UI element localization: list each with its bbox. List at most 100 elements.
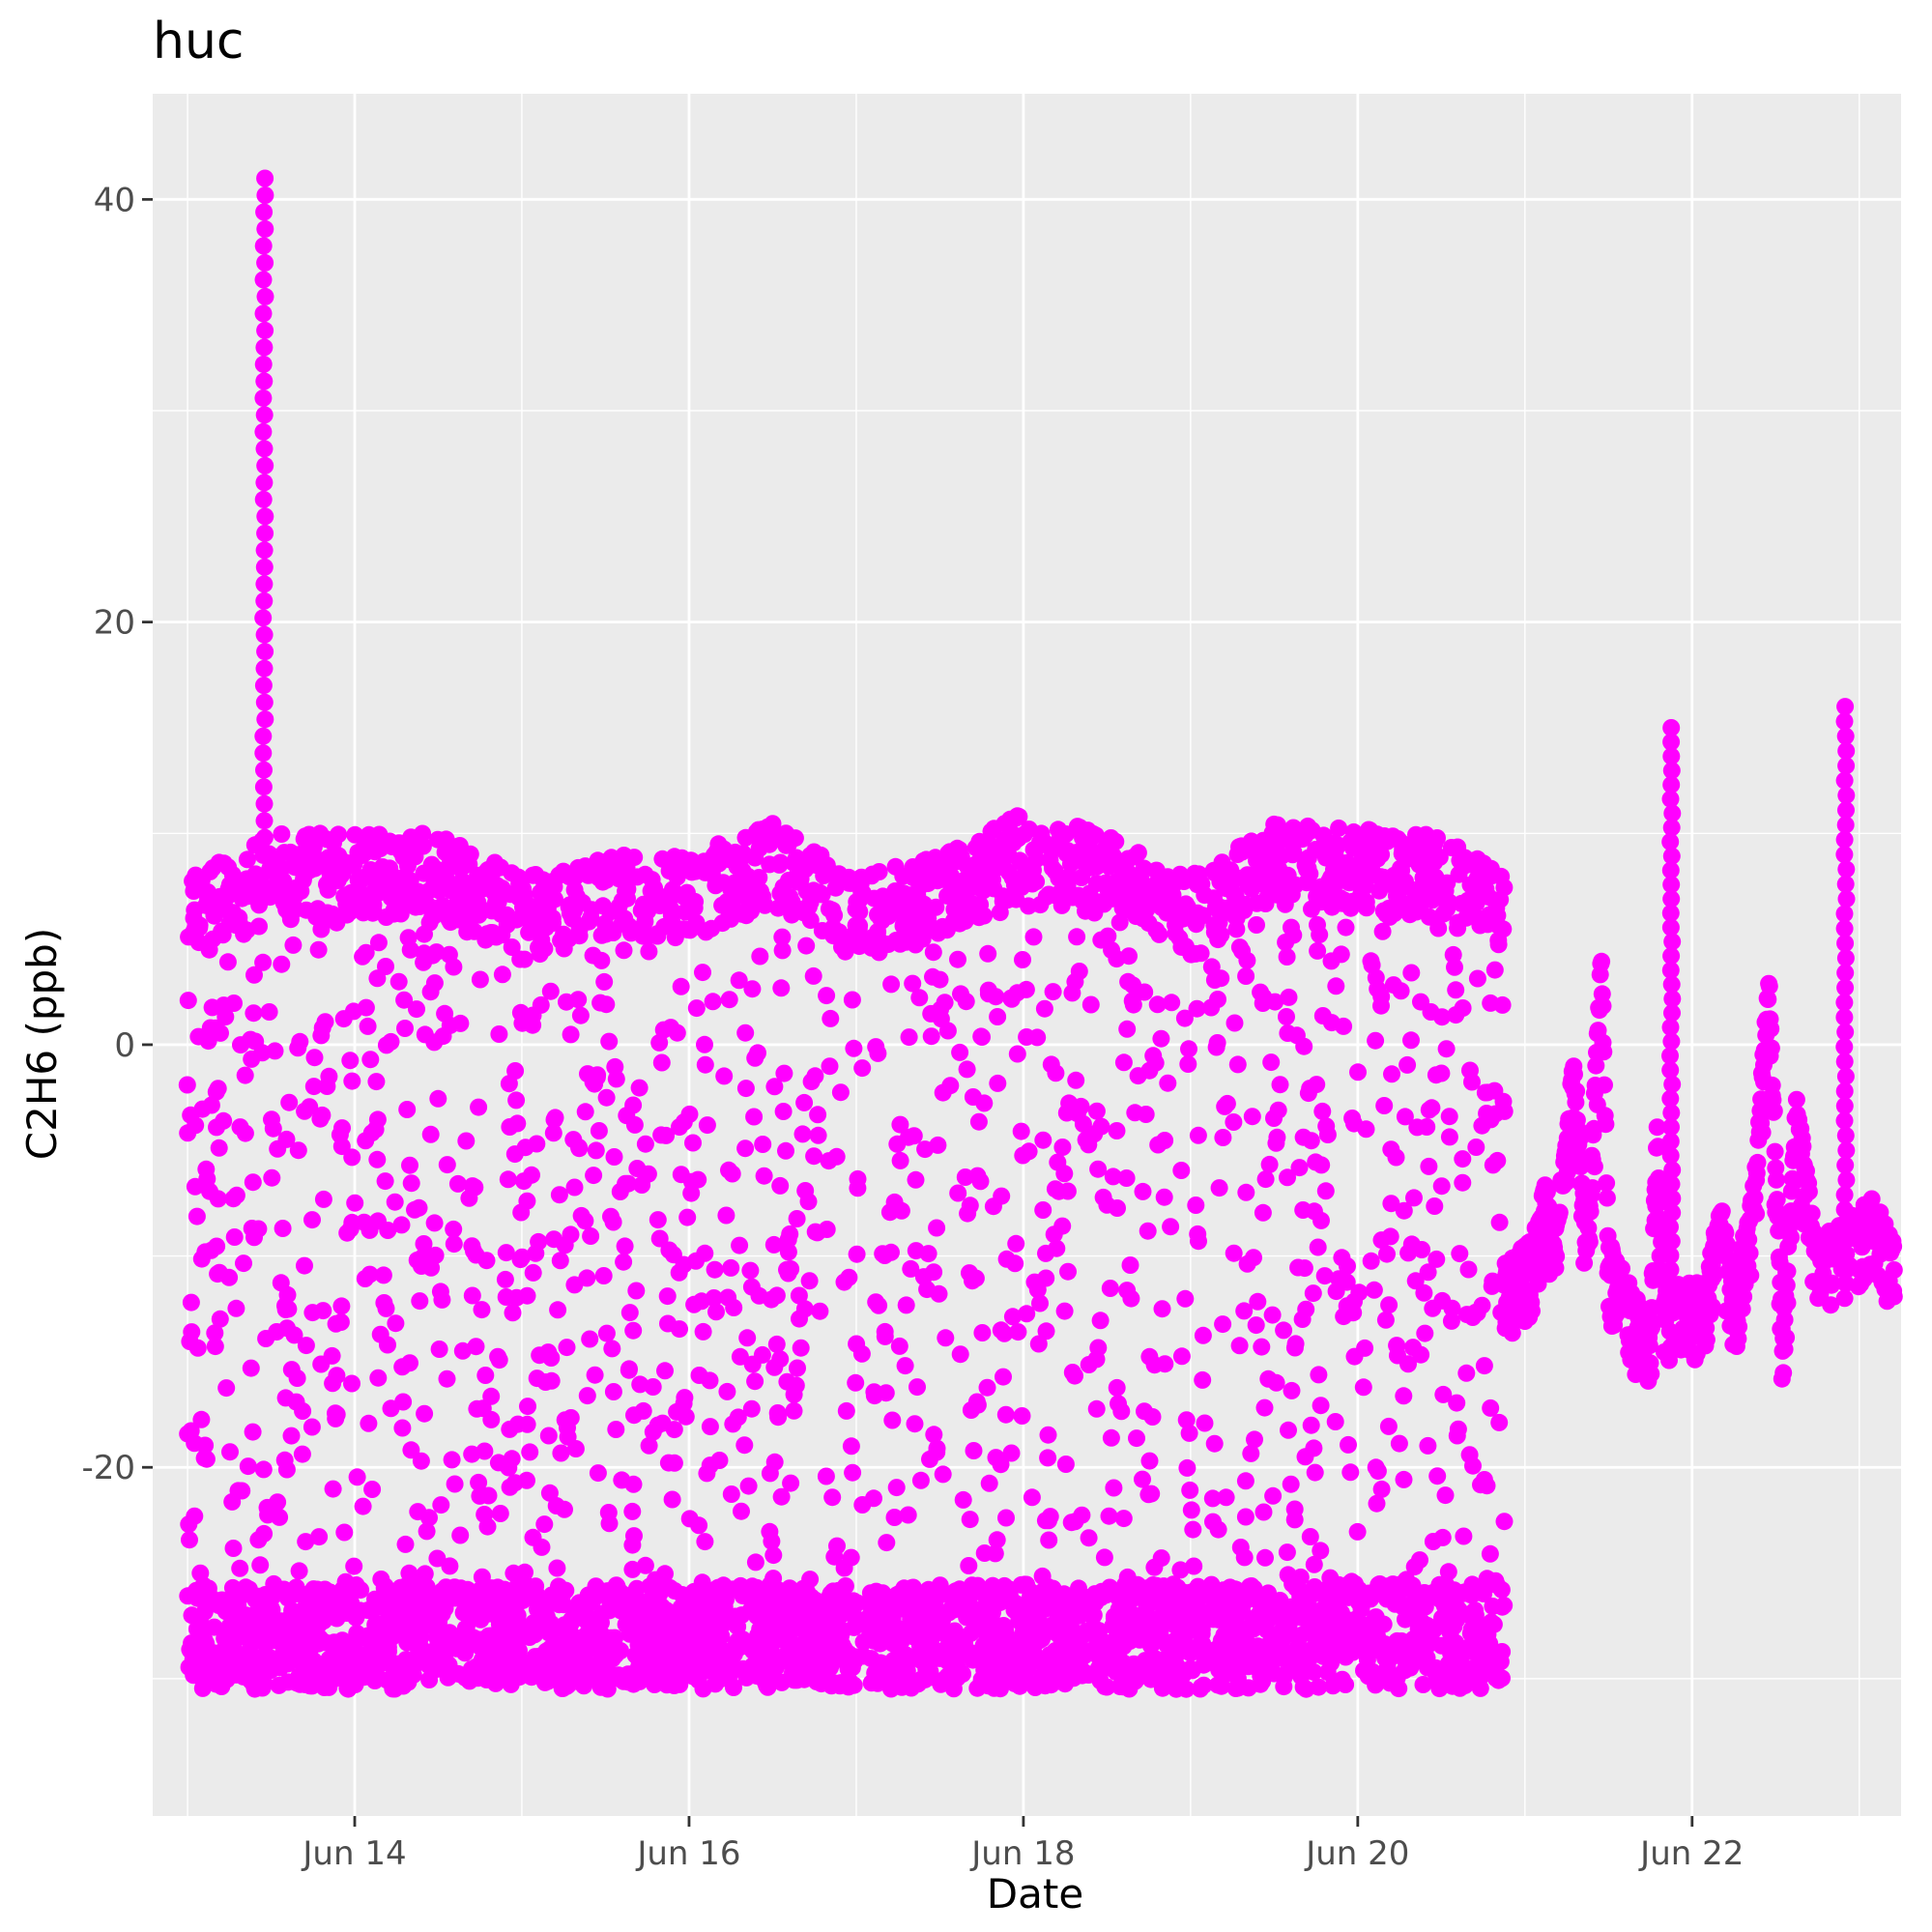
data-point — [576, 1103, 594, 1121]
data-point — [851, 916, 869, 935]
data-point — [1503, 1324, 1521, 1342]
data-point — [1337, 918, 1355, 937]
data-point — [273, 825, 291, 843]
data-point — [1152, 1549, 1170, 1568]
data-point — [979, 944, 997, 963]
data-point — [928, 1439, 946, 1457]
data-point — [1275, 1321, 1293, 1340]
data-point — [196, 1436, 215, 1455]
data-point — [1835, 1008, 1854, 1026]
data-point — [443, 1451, 461, 1469]
data-point — [211, 1310, 229, 1328]
data-point — [793, 1125, 812, 1143]
data-point — [869, 1044, 887, 1062]
data-point — [1652, 1193, 1670, 1211]
data-point — [1225, 1244, 1243, 1262]
data-point — [273, 955, 291, 973]
data-point — [367, 1073, 386, 1091]
data-point — [1156, 1355, 1174, 1373]
data-point — [569, 991, 588, 1009]
data-point — [256, 253, 274, 272]
data-point — [1286, 1335, 1305, 1353]
data-point — [544, 1124, 562, 1142]
data-point — [1482, 1399, 1500, 1417]
data-point — [1382, 1195, 1400, 1213]
data-point — [1837, 801, 1855, 820]
data-point — [1291, 1568, 1310, 1586]
data-point — [1362, 1252, 1380, 1270]
data-point — [1237, 967, 1255, 985]
data-point — [254, 355, 273, 373]
data-point — [255, 761, 273, 779]
data-point — [453, 1341, 472, 1360]
data-point — [1662, 890, 1681, 908]
data-point — [995, 1368, 1012, 1386]
data-point — [294, 1402, 312, 1420]
data-point — [1072, 1097, 1090, 1115]
data-point — [1208, 1034, 1226, 1052]
data-point — [412, 1452, 430, 1470]
data-point — [1427, 1250, 1446, 1268]
data-point — [1457, 1364, 1476, 1382]
data-point — [354, 1497, 372, 1515]
data-point — [1837, 1141, 1856, 1160]
data-point — [1301, 865, 1319, 883]
data-point — [763, 1532, 781, 1550]
data-point — [251, 1556, 270, 1574]
data-point — [1406, 1272, 1425, 1290]
data-point — [504, 1304, 522, 1322]
data-point — [837, 1401, 855, 1420]
data-point — [1110, 913, 1129, 932]
data-point — [1070, 963, 1088, 980]
data-point — [882, 975, 901, 994]
data-point — [1155, 1188, 1173, 1206]
data-point — [696, 1533, 714, 1551]
data-point — [1306, 1463, 1324, 1482]
data-point — [320, 1067, 338, 1085]
data-point — [698, 1116, 716, 1135]
data-point — [235, 1254, 252, 1273]
data-point — [1190, 1232, 1207, 1251]
data-point — [518, 1192, 536, 1210]
data-point — [1053, 1139, 1072, 1156]
data-point — [408, 1000, 425, 1019]
data-point — [1372, 846, 1391, 864]
data-point — [1661, 861, 1680, 879]
data-point — [255, 659, 274, 678]
data-point — [738, 1329, 757, 1347]
data-point — [476, 1442, 494, 1460]
data-point — [476, 1367, 495, 1384]
data-point — [280, 1093, 299, 1111]
data-point — [842, 1548, 860, 1567]
data-point — [1661, 1061, 1680, 1080]
data-point — [314, 1190, 332, 1208]
data-point — [1395, 1201, 1413, 1220]
data-point — [231, 1559, 249, 1577]
data-point — [1412, 1345, 1430, 1364]
data-point — [743, 980, 762, 998]
data-point — [466, 1178, 484, 1197]
data-point — [1120, 947, 1138, 966]
data-point — [607, 1070, 625, 1088]
data-point — [368, 1110, 387, 1129]
data-point — [1066, 1367, 1083, 1385]
data-point — [369, 1369, 388, 1387]
data-point — [949, 1184, 967, 1202]
data-point — [1266, 993, 1284, 1011]
data-point — [1836, 1126, 1855, 1144]
data-point — [1310, 1678, 1328, 1696]
data-point — [402, 1174, 420, 1193]
data-point — [844, 1463, 862, 1482]
data-point — [1185, 1557, 1203, 1575]
data-point — [710, 1452, 729, 1469]
data-point — [1836, 935, 1855, 952]
data-point — [581, 1330, 599, 1348]
data-point — [969, 1112, 988, 1131]
data-point — [1107, 832, 1125, 851]
data-point — [1256, 1170, 1275, 1189]
data-point — [1023, 1488, 1041, 1507]
data-point — [1212, 926, 1230, 944]
data-point — [1018, 1305, 1036, 1323]
data-point — [1175, 1009, 1194, 1027]
data-point — [1192, 944, 1210, 963]
